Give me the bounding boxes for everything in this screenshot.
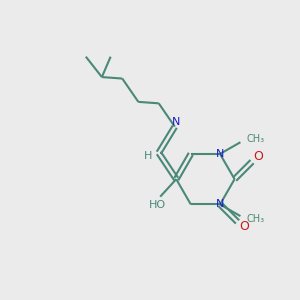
Text: CH₃: CH₃ [246, 134, 264, 144]
Text: N: N [216, 149, 224, 159]
Text: O: O [254, 151, 263, 164]
Text: O: O [239, 220, 249, 233]
Text: HO: HO [149, 200, 166, 210]
Text: N: N [172, 117, 180, 127]
Text: CH₃: CH₃ [246, 214, 264, 224]
Text: H: H [144, 151, 153, 161]
Text: N: N [216, 200, 224, 209]
